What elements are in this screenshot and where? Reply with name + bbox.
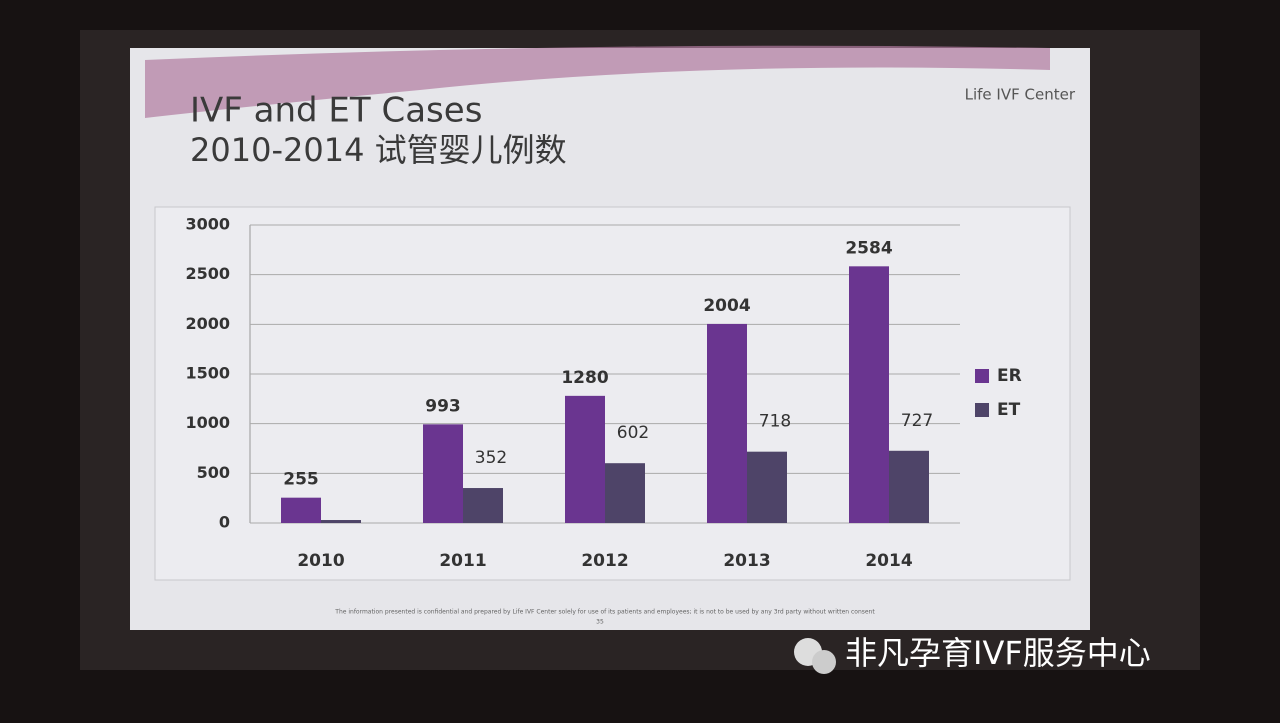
chart-area: [154, 206, 1071, 581]
legend-swatch: [975, 403, 989, 417]
slide-title: IVF and ET Cases: [190, 91, 482, 131]
y-tick-label: 2000: [185, 314, 230, 333]
bar: [423, 424, 463, 523]
legend-label: ET: [997, 400, 1021, 420]
bar: [463, 488, 503, 523]
data-label: 2004: [703, 296, 750, 316]
bar: [889, 450, 929, 523]
legend-swatch: [975, 369, 989, 383]
data-label: 727: [901, 411, 933, 431]
legend-label: ER: [997, 366, 1022, 386]
y-tick-label: 0: [219, 513, 230, 532]
x-tick-label: 2013: [723, 551, 770, 571]
data-label: 602: [617, 423, 649, 443]
x-tick-label: 2014: [865, 551, 912, 571]
watermark: 非凡孕育IVF服务中心: [845, 634, 1151, 672]
bar: [707, 323, 747, 523]
y-tick-label: 1000: [185, 413, 230, 432]
y-tick-label: 1500: [185, 364, 230, 383]
data-label: 993: [425, 396, 461, 416]
data-label: 1280: [561, 368, 608, 388]
y-tick-label: 500: [197, 463, 230, 482]
footer: The information presented is confidentia…: [334, 609, 875, 616]
bar: [565, 395, 605, 523]
wechat-icon: [812, 650, 836, 674]
bar: [281, 497, 321, 523]
data-label: 718: [759, 412, 791, 432]
x-tick-label: 2010: [297, 551, 344, 571]
logo: Life IVF Center: [965, 86, 1076, 104]
bar: [747, 451, 787, 523]
data-label: 352: [475, 448, 507, 468]
data-label: 255: [283, 470, 319, 490]
page-number: 35: [596, 619, 604, 626]
data-label: 2584: [845, 238, 892, 258]
y-tick-label: 3000: [185, 215, 230, 234]
slide-banner: [145, 45, 1050, 118]
bar: [605, 463, 645, 523]
x-tick-label: 2011: [439, 551, 486, 571]
bar: [321, 520, 361, 523]
slide-subtitle: 2010-2014 试管婴儿例数: [190, 131, 567, 169]
bar: [849, 266, 889, 523]
y-tick-label: 2500: [185, 264, 230, 283]
x-tick-label: 2012: [581, 551, 628, 571]
